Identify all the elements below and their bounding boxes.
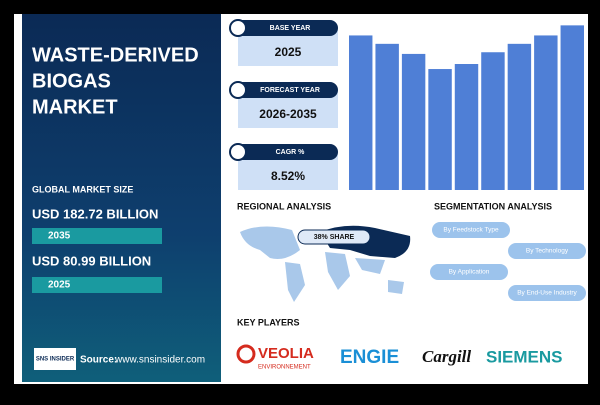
card-icon	[229, 81, 247, 99]
base-value: USD 80.99 BILLION	[32, 253, 151, 268]
segment-pill	[430, 264, 508, 280]
company-logo: ENGIE	[340, 347, 399, 368]
year-bar	[32, 277, 162, 293]
veolia-icon	[236, 344, 256, 364]
card-icon	[229, 19, 247, 37]
card-title: BASE YEAR	[270, 25, 311, 32]
bar	[454, 64, 479, 190]
card-header	[230, 144, 338, 160]
card-value: 8.52%	[271, 169, 305, 183]
bar	[560, 25, 584, 190]
side-panel	[22, 14, 221, 382]
base-year: 2025	[48, 280, 71, 291]
company-sub: ENVIRONNEMENT	[258, 365, 311, 371]
bar	[428, 69, 452, 190]
title-line: BIOGAS	[32, 70, 111, 92]
callout-box	[297, 229, 371, 245]
key-players-title: KEY PLAYERS	[237, 317, 300, 327]
bar	[401, 53, 426, 190]
segment-label: By Feedstock Type	[443, 227, 499, 234]
segmentation-title: SEGMENTATION ANALYSIS	[434, 201, 552, 211]
bar	[507, 43, 532, 191]
company-logo: SIEMENS	[486, 347, 563, 366]
card-icon	[229, 143, 247, 161]
card-header	[230, 82, 338, 98]
bar	[534, 35, 558, 190]
bar	[349, 35, 373, 190]
forecast-value: USD 182.72 BILLION	[32, 206, 158, 221]
segment-pill	[508, 285, 586, 301]
segment-pill	[432, 222, 510, 238]
segment-label: By End-Use Industry	[517, 290, 577, 297]
source-logo: SNS INSIDER	[36, 357, 75, 363]
bar	[375, 43, 399, 191]
source-logo-box	[34, 348, 76, 370]
source-label: Source:	[80, 355, 117, 366]
card-value: 2026-2035	[259, 107, 317, 121]
market-size-label: GLOBAL MARKET SIZE	[32, 184, 133, 194]
title-line: MARKET	[32, 96, 118, 118]
region-callout: 38% SHARE	[314, 234, 355, 241]
company-logo: VEOLIA	[258, 345, 314, 362]
source-url: www.snsinsider.com	[114, 355, 205, 366]
card-value: 2025	[275, 45, 302, 59]
forecast-year: 2035	[48, 231, 71, 242]
card-title: FORECAST YEAR	[260, 87, 320, 94]
title-line: WASTE-DERIVED	[32, 44, 199, 66]
segment-pill	[508, 243, 586, 259]
bar	[481, 52, 505, 190]
segment-label: By Technology	[526, 248, 569, 255]
card-header	[230, 20, 338, 36]
segment-label: By Application	[449, 269, 490, 276]
regional-title: REGIONAL ANALYSIS	[237, 201, 331, 211]
year-bar	[32, 228, 162, 244]
company-logo: Cargill	[422, 347, 471, 366]
card-title: CAGR %	[276, 149, 306, 156]
